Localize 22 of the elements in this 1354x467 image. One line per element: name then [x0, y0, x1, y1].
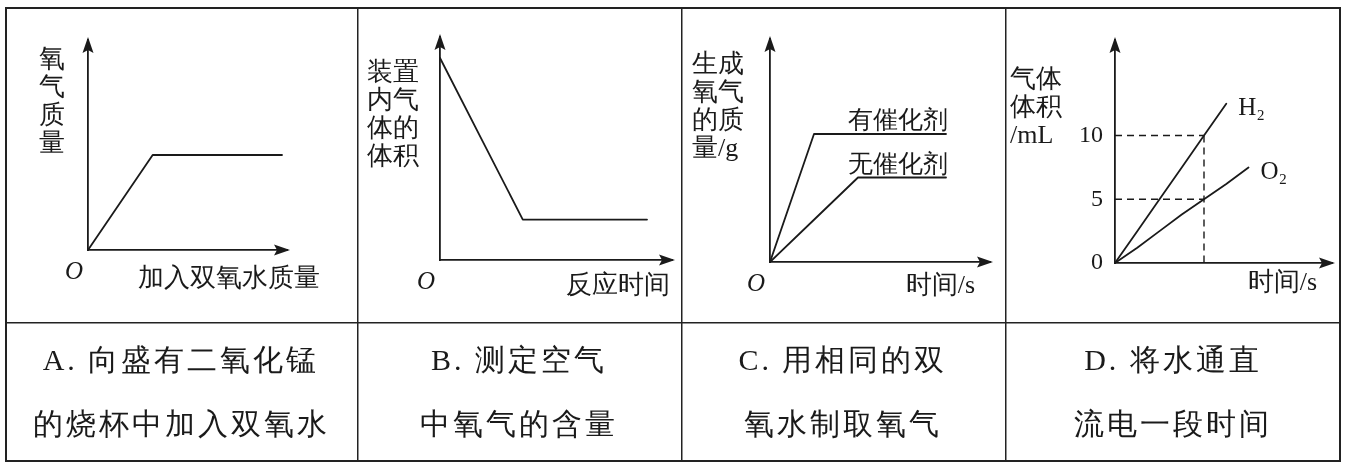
- text: A. 向盛有二氧化锰的烧杯中加入双氧水: [31, 342, 331, 442]
- text: O: [746, 268, 766, 296]
- text: O: [416, 266, 436, 294]
- series-label: O₂: [1260, 156, 1288, 184]
- text: O: [64, 256, 84, 284]
- y-tick-label: 0: [1091, 248, 1103, 275]
- y-tick-label: 5: [1091, 184, 1103, 211]
- text: C. 用相同的双氧水制取氧气: [737, 342, 949, 442]
- x-axis-title: 加入双氧水质量: [138, 263, 320, 293]
- y-axis-title: 氧气质量: [39, 44, 66, 157]
- x-axis-title: 时间/s: [905, 270, 975, 300]
- y-axis-title: 气体体积/mL: [1010, 64, 1063, 149]
- y-axis-title: 生成氧气的质量/g: [692, 49, 745, 162]
- text: D. 将水通直流电一段时间: [1073, 342, 1273, 442]
- text: B. 测定空气中氧气的含量: [419, 342, 619, 442]
- y-axis-title: 装置内气体的体积: [367, 57, 420, 170]
- series-label: 有催化剂: [848, 106, 948, 133]
- x-axis-title: 时间/s: [1247, 267, 1317, 297]
- y-tick-label: 10: [1079, 120, 1103, 147]
- series-label: 无催化剂: [848, 149, 948, 177]
- series-label: H₂: [1238, 93, 1266, 121]
- x-axis-title: 反应时间: [566, 270, 670, 300]
